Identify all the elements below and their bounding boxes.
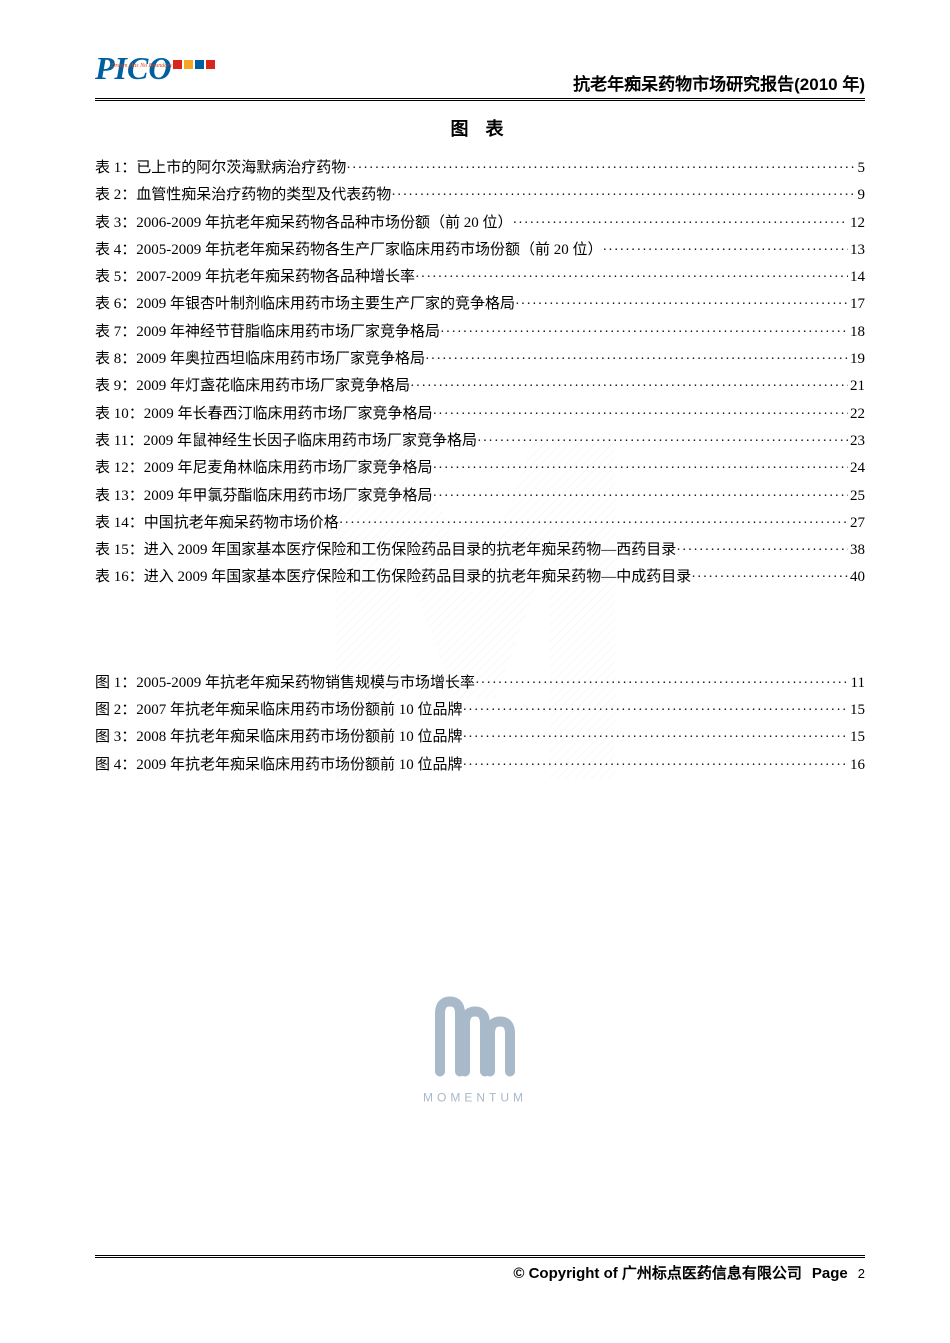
- toc-row: 表 16：进入 2009 年国家基本医疗保险和工伤保险药品目录的抗老年痴呆药物—…: [95, 564, 865, 591]
- toc-row: 表 12：2009 年尼麦角林临床用药市场厂家竞争格局 24: [95, 455, 865, 482]
- toc-entry-label: 表 4：2005-2009 年抗老年痴呆药物各生产厂家临床用药市场份额（前 20…: [95, 237, 603, 264]
- toc-page-number: 18: [848, 319, 865, 346]
- toc-leader: [691, 565, 848, 590]
- watermark-momentum: MOMENTUM: [420, 991, 530, 1104]
- toc-leader: [463, 753, 848, 778]
- toc-entry-label: 表 14：中国抗老年痴呆药物市场价格: [95, 510, 339, 537]
- toc-row: 表 7：2009 年神经节苷脂临床用药市场厂家竞争格局 18: [95, 319, 865, 346]
- logo-tagline: Dream Has No Boundary: [111, 63, 881, 69]
- toc-leader: [415, 265, 848, 290]
- toc-page-number: 19: [848, 346, 865, 373]
- toc-page-number: 15: [848, 724, 865, 751]
- toc-entry-label: 表 6：2009 年银杏叶制剂临床用药市场主要生产厂家的竞争格局: [95, 291, 515, 318]
- toc-leader: [440, 320, 848, 345]
- momentum-logo-icon: [420, 991, 530, 1081]
- toc-entry-label: 表 8：2009 年奥拉西坦临床用药市场厂家竞争格局: [95, 346, 425, 373]
- toc-page-number: 38: [848, 537, 865, 564]
- section-title: 图 表: [95, 115, 865, 141]
- toc-leader: [433, 402, 848, 427]
- toc-leader: [603, 238, 849, 263]
- toc-row: 图 4：2009 年抗老年痴呆临床用药市场份额前 10 位品牌 16: [95, 752, 865, 779]
- toc-row: 表 14：中国抗老年痴呆药物市场价格 27: [95, 510, 865, 537]
- toc-leader: [433, 456, 848, 481]
- toc-row: 表 4：2005-2009 年抗老年痴呆药物各生产厂家临床用药市场份额（前 20…: [95, 237, 865, 264]
- page-number: 2: [858, 1266, 865, 1281]
- toc-entry-label: 图 2：2007 年抗老年痴呆临床用药市场份额前 10 位品牌: [95, 697, 463, 724]
- toc-leader: [410, 374, 848, 399]
- footer-rule-thick: [95, 1257, 865, 1258]
- toc-entry-label: 图 4：2009 年抗老年痴呆临床用药市场份额前 10 位品牌: [95, 752, 463, 779]
- toc-leader: [339, 511, 848, 536]
- toc-page-number: 11: [849, 670, 865, 697]
- toc-entry-label: 表 10：2009 年长春西汀临床用药市场厂家竞争格局: [95, 401, 433, 428]
- toc-entry-label: 表 9：2009 年灯盏花临床用药市场厂家竞争格局: [95, 373, 410, 400]
- toc-page-number: 13: [848, 237, 865, 264]
- toc-page-number: 40: [848, 564, 865, 591]
- toc-entry-label: 图 3：2008 年抗老年痴呆临床用药市场份额前 10 位品牌: [95, 724, 463, 751]
- toc-row: 表 11：2009 年鼠神经生长因子临床用药市场厂家竞争格局 23: [95, 428, 865, 455]
- momentum-label: MOMENTUM: [420, 1090, 530, 1104]
- toc-leader: [477, 429, 848, 454]
- toc-entry-label: 表 12：2009 年尼麦角林临床用药市场厂家竞争格局: [95, 455, 433, 482]
- toc-row: 表 5：2007-2009 年抗老年痴呆药物各品种增长率 14: [95, 264, 865, 291]
- toc-row: 表 8：2009 年奥拉西坦临床用药市场厂家竞争格局 19: [95, 346, 865, 373]
- toc-leader: [513, 211, 849, 236]
- page-label: Page: [812, 1265, 848, 1282]
- toc-entry-label: 图 1：2005-2009 年抗老年痴呆药物销售规模与市场增长率: [95, 670, 475, 697]
- toc-entry-label: 表 7：2009 年神经节苷脂临床用药市场厂家竞争格局: [95, 319, 440, 346]
- figures-toc: 图 1：2005-2009 年抗老年痴呆药物销售规模与市场增长率11图 2：20…: [95, 670, 865, 779]
- toc-row: 表 2：血管性痴呆治疗药物的类型及代表药物 9: [95, 182, 865, 209]
- toc-entry-label: 表 13：2009 年甲氯芬酯临床用药市场厂家竞争格局: [95, 483, 433, 510]
- toc-row: 表 10：2009 年长春西汀临床用药市场厂家竞争格局 22: [95, 401, 865, 428]
- toc-page-number: 17: [848, 291, 865, 318]
- tables-toc: 表 1：已上市的阿尔茨海默病治疗药物5表 2：血管性痴呆治疗药物的类型及代表药物…: [95, 155, 865, 592]
- toc-page-number: 23: [848, 428, 865, 455]
- header-rule-thin: [95, 100, 865, 101]
- toc-leader: [433, 484, 848, 509]
- toc-page-number: 12: [848, 210, 865, 237]
- toc-row: 表 13：2009 年甲氯芬酯临床用药市场厂家竞争格局 25: [95, 483, 865, 510]
- toc-page-number: 9: [856, 182, 866, 209]
- toc-page-number: 22: [848, 401, 865, 428]
- footer: © Copyright of 广州标点医药信息有限公司 Page 2: [95, 1255, 865, 1283]
- toc-leader: [515, 292, 848, 317]
- toc-leader: [676, 538, 848, 563]
- footer-rule-thin: [95, 1255, 865, 1256]
- footer-line: © Copyright of 广州标点医药信息有限公司 Page 2: [95, 1262, 865, 1283]
- toc-page-number: 5: [856, 155, 866, 182]
- toc-row: 表 15：进入 2009 年国家基本医疗保险和工伤保险药品目录的抗老年痴呆药物—…: [95, 537, 865, 564]
- toc-leader: [346, 156, 855, 181]
- toc-page-number: 21: [848, 373, 865, 400]
- header-rule-thick: [95, 98, 865, 99]
- toc-page-number: 27: [848, 510, 865, 537]
- toc-row: 图 3：2008 年抗老年痴呆临床用药市场份额前 10 位品牌 15: [95, 724, 865, 751]
- toc-entry-label: 表 1：已上市的阿尔茨海默病治疗药物: [95, 155, 346, 182]
- logo-block: PICO Dream Has No Boundary: [95, 50, 865, 86]
- toc-row: 图 2：2007 年抗老年痴呆临床用药市场份额前 10 位品牌 15: [95, 697, 865, 724]
- toc-leader: [463, 725, 848, 750]
- toc-entry-label: 表 5：2007-2009 年抗老年痴呆药物各品种增长率: [95, 264, 415, 291]
- toc-page-number: 24: [848, 455, 865, 482]
- toc-entry-label: 表 16：进入 2009 年国家基本医疗保险和工伤保险药品目录的抗老年痴呆药物—…: [95, 564, 691, 591]
- toc-entry-label: 表 15：进入 2009 年国家基本医疗保险和工伤保险药品目录的抗老年痴呆药物—…: [95, 537, 676, 564]
- toc-row: 表 9：2009 年灯盏花临床用药市场厂家竞争格局 21: [95, 373, 865, 400]
- toc-entry-label: 表 3：2006-2009 年抗老年痴呆药物各品种市场份额（前 20 位）: [95, 210, 513, 237]
- toc-gap: [95, 592, 865, 670]
- toc-page-number: 14: [848, 264, 865, 291]
- toc-leader: [391, 183, 855, 208]
- toc-leader: [475, 671, 849, 696]
- toc-row: 图 1：2005-2009 年抗老年痴呆药物销售规模与市场增长率 11: [95, 670, 865, 697]
- copyright-text: © Copyright of 广州标点医药信息有限公司: [513, 1262, 802, 1283]
- toc-row: 表 1：已上市的阿尔茨海默病治疗药物 5: [95, 155, 865, 182]
- toc-leader: [425, 347, 848, 372]
- toc-page-number: 16: [848, 752, 865, 779]
- toc-page-number: 15: [848, 697, 865, 724]
- toc-page-number: 25: [848, 483, 865, 510]
- toc-leader: [463, 698, 848, 723]
- toc-entry-label: 表 11：2009 年鼠神经生长因子临床用药市场厂家竞争格局: [95, 428, 477, 455]
- toc-entry-label: 表 2：血管性痴呆治疗药物的类型及代表药物: [95, 182, 391, 209]
- toc-row: 表 3：2006-2009 年抗老年痴呆药物各品种市场份额（前 20 位） 12: [95, 210, 865, 237]
- toc-row: 表 6：2009 年银杏叶制剂临床用药市场主要生产厂家的竞争格局 17: [95, 291, 865, 318]
